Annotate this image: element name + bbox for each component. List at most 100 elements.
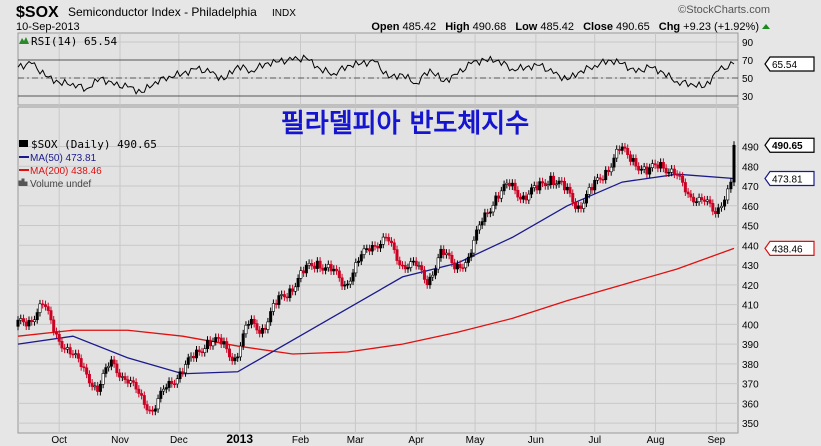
candle-body (436, 257, 440, 270)
candle-body (389, 240, 393, 244)
candle-body (277, 295, 281, 305)
candle-body (557, 180, 561, 185)
candle-body (310, 263, 314, 267)
candle-body (354, 262, 358, 274)
candle-body (16, 319, 20, 327)
candle-body (623, 146, 627, 149)
low-label: Low (515, 21, 537, 33)
ma200-line (17, 247, 735, 355)
ma200-legend-text: MA(200) 438.46 (30, 166, 102, 177)
candle-body (381, 236, 385, 245)
candle-body (670, 168, 674, 173)
candle-body (447, 252, 451, 256)
candle-body (543, 182, 547, 187)
candle-body (480, 221, 484, 226)
price-tick-label: 390 (742, 340, 759, 351)
candle-body (291, 288, 295, 292)
low-value: 485.42 (540, 21, 574, 33)
candle-body (332, 268, 336, 272)
candle-body (697, 197, 701, 203)
rsi-legend-text: RSI(14) 65.54 (31, 35, 117, 48)
candle-body (189, 355, 193, 359)
rsi-tick-label: 70 (742, 56, 754, 67)
candle-body (606, 169, 610, 173)
candle-body (359, 254, 363, 262)
candle-body (672, 168, 676, 175)
candle-body (615, 148, 619, 159)
candle-body (208, 339, 212, 347)
candle-body (626, 148, 630, 155)
candle-body (634, 158, 638, 167)
candle-body (425, 279, 429, 286)
candle-body (293, 286, 297, 292)
rsi-last-value: 65.54 (772, 60, 797, 71)
candle-body (417, 265, 421, 267)
up-triangle-icon (762, 24, 770, 29)
candle-body (197, 349, 201, 353)
candle-body (689, 193, 693, 198)
price-tick-label: 480 (742, 162, 759, 173)
candle-body (216, 337, 220, 339)
candle-body (164, 387, 168, 390)
x-tick-label: Aug (647, 435, 665, 446)
candle-body (211, 341, 215, 347)
candle-body (24, 321, 28, 327)
candle-body (258, 329, 262, 334)
price-tick-label: 430 (742, 261, 759, 272)
candle-body (387, 237, 391, 242)
candle-body (49, 310, 53, 321)
candle-body (675, 173, 679, 176)
candle-body (392, 242, 396, 250)
candle-body (315, 260, 319, 269)
candle-body (584, 194, 588, 204)
x-tick-label: Mar (347, 435, 365, 446)
candle-body (252, 318, 256, 324)
candle-body (563, 180, 567, 191)
candle-body (249, 318, 253, 325)
price-tick-label: 410 (742, 301, 759, 312)
candle-body (639, 168, 643, 171)
rsi-tick-label: 30 (742, 92, 754, 103)
candle-body (546, 184, 550, 187)
candle-body (535, 185, 539, 191)
candle-body (571, 193, 575, 203)
overlay-title: 필라델피아 반도체지수 (281, 109, 529, 139)
candle-body (650, 163, 654, 168)
candle-body (175, 378, 179, 385)
rsi-icon (19, 37, 29, 44)
candle-body (681, 175, 685, 183)
candle-body (587, 187, 591, 195)
candle-body (683, 182, 687, 193)
candle-body (637, 165, 641, 171)
candle-body (483, 212, 487, 222)
candle-body (729, 181, 733, 190)
candle-body (184, 364, 188, 374)
candle-body (109, 359, 113, 367)
candle-body (505, 182, 509, 185)
candle-body (461, 267, 465, 269)
candle-body (173, 383, 177, 386)
candle-body (54, 331, 58, 335)
candle-body (439, 248, 443, 259)
candle-body (247, 324, 251, 326)
candle-body (285, 296, 289, 299)
candle-body (170, 380, 174, 385)
candle-body (304, 264, 308, 274)
candle-body (510, 182, 514, 187)
candle-body (346, 283, 350, 286)
candle-body (96, 385, 100, 392)
candle-body (458, 264, 462, 268)
candle-body (732, 144, 736, 183)
price-tick-label: 470 (742, 182, 759, 193)
candle-body (628, 154, 632, 162)
candle-body (32, 319, 36, 323)
rsi-tick-label: 50 (742, 74, 754, 85)
candle-body (519, 196, 523, 200)
candle-body (343, 284, 347, 287)
candle-body (538, 181, 542, 191)
candle-body (716, 207, 720, 214)
ma50-legend-text: MA(50) 473.81 (30, 153, 97, 164)
candle-body (129, 380, 133, 384)
candle-body (368, 248, 372, 252)
